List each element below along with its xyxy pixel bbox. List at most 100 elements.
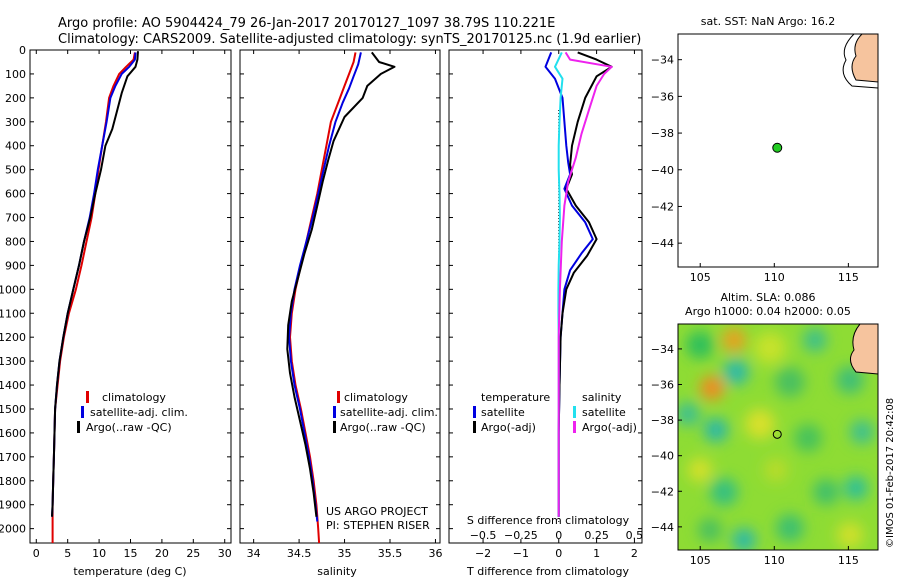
coast-contour <box>842 33 879 89</box>
temperature-xlabel: temperature (deg C) <box>73 565 186 578</box>
map-x-tick-label: 115 <box>838 271 859 284</box>
legend-swatch-s-satellite <box>573 406 576 418</box>
map-x-tick-label: 105 <box>690 554 711 567</box>
legend-swatch-satellite <box>333 406 336 418</box>
x-tick-label: −1 <box>513 547 529 560</box>
map-y-tick-label: −44 <box>651 521 674 534</box>
depth-tick-label: 1100 <box>0 307 26 320</box>
legend-swatch-climatology <box>337 391 340 403</box>
legend-swatch-s-argo <box>573 421 576 433</box>
depth-tick-label: 1000 <box>0 283 26 296</box>
legend-swatch-argo <box>77 421 80 433</box>
float-position-marker <box>772 429 782 439</box>
x-tick-label: 35 <box>338 547 352 560</box>
map-x-tick-label: 110 <box>764 554 785 567</box>
depth-tick-label: 1600 <box>0 427 26 440</box>
depth-tick-label: 800 <box>5 235 26 248</box>
legend-title-temperature: temperature <box>481 391 550 404</box>
location-map-panel: sat. SST: NaN Argo: 16.2 105 110 115 −34 −36… <box>651 15 879 284</box>
series-line-satellite-adj-clim- <box>288 52 362 522</box>
location-map-coast <box>842 33 879 89</box>
depth-tick-label: 1800 <box>0 475 26 488</box>
difference-frame <box>448 49 643 544</box>
series-line-argo-raw-qc- <box>286 51 396 517</box>
map-y-tick-label: −34 <box>651 343 674 356</box>
depth-tick-label: 1400 <box>0 379 26 392</box>
depth-tick-label: 1900 <box>0 499 26 512</box>
map-x-tick-label: 115 <box>838 554 859 567</box>
x-tick-label: 35.5 <box>378 547 403 560</box>
depth-tick-label: 200 <box>5 92 26 105</box>
difference-xlabel-top: S difference from climatology <box>467 514 630 527</box>
legend-label-satellite: satellite-adj. clim. <box>90 406 188 419</box>
x-tick-label: 0 <box>33 547 40 560</box>
legend-title-salinity: salinity <box>582 391 622 404</box>
legend-label-argo: Argo(..raw -QC) <box>86 421 172 434</box>
legend-label-climatology: climatology <box>102 391 166 404</box>
map-y-tick-label: −38 <box>651 127 674 140</box>
legend-label-satellite: satellite-adj. clim. <box>340 406 438 419</box>
depth-tick-label: 0 <box>19 44 26 57</box>
temperature-legend: climatology satellite-adj. clim. Argo(..… <box>77 391 188 434</box>
depth-tick-label: 1500 <box>0 403 26 416</box>
land-shape <box>851 33 879 83</box>
map-y-tick-label: −36 <box>651 379 674 392</box>
series-line-argo-raw-qc- <box>51 51 139 517</box>
project-annotation: US ARGO PROJECT <box>326 505 428 518</box>
depth-tick-label: 1700 <box>0 451 26 464</box>
legend-swatch-satellite <box>81 406 84 418</box>
x-tick-label: 34 <box>247 547 261 560</box>
legend-label-t-satellite: satellite <box>481 406 525 419</box>
sla-map-frame <box>677 323 879 551</box>
x-tick-label: 15 <box>124 547 138 560</box>
legend-swatch-argo <box>333 421 336 433</box>
depth-tick-label: 600 <box>5 188 26 201</box>
float-position-marker <box>772 142 783 153</box>
sla-land-shape <box>850 324 878 375</box>
pi-annotation: PI: STEPHEN RISER <box>326 519 430 532</box>
x-tick-label: −2 <box>475 547 491 560</box>
salinity-xlabel: salinity <box>317 565 357 578</box>
map-y-tick-label: −40 <box>651 164 674 177</box>
salinity-panel: 34 34.5 35 35.5 36 salinity climatology sate… <box>239 49 442 578</box>
x-tick-label: 2 <box>631 547 638 560</box>
s-tick-label: 0 <box>555 529 562 542</box>
depth-tick-label: 500 <box>5 164 26 177</box>
header-line-1: Argo profile: AO 5904424_79 26-Jan-2017 … <box>58 16 555 31</box>
difference-legend: temperature satellite Argo(-adj) salinit… <box>473 391 637 434</box>
legend-label-argo: Argo(..raw -QC) <box>340 421 426 434</box>
legend-label-climatology: climatology <box>344 391 408 404</box>
legend-label-s-argo: Argo(-adj) <box>582 421 637 434</box>
x-tick-label: 10 <box>92 547 106 560</box>
sla-eddies <box>678 328 874 550</box>
map-y-tick-label: −42 <box>651 200 674 213</box>
legend-swatch-t-satellite <box>473 406 476 418</box>
temperature-frame <box>29 49 232 544</box>
depth-tick-label: 300 <box>5 116 26 129</box>
temperature-panel: 0100200300400500600700800900100011001200… <box>0 44 232 578</box>
sla-title-line-2: Argo h1000: 0.04 h2000: 0.05 <box>685 305 851 318</box>
sla-map-panel: Altim. SLA: 0.086 Argo h1000: 0.04 h2000… <box>651 291 879 567</box>
x-tick-label: 36 <box>428 547 442 560</box>
legend-swatch-t-argo <box>473 421 476 433</box>
header-line-2: Climatology: CARS2009. Satellite-adjuste… <box>58 32 641 47</box>
x-tick-label: 30 <box>218 547 232 560</box>
map-x-tick-label: 105 <box>690 271 711 284</box>
map-y-tick-label: −40 <box>651 450 674 463</box>
s-tick-label: 0.5 <box>626 529 644 542</box>
map-y-tick-label: −42 <box>651 485 674 498</box>
location-map-title: sat. SST: NaN Argo: 16.2 <box>701 15 835 28</box>
series-line-salinity-argo-adj- <box>557 51 613 517</box>
map-y-tick-label: −44 <box>651 237 674 250</box>
legend-label-t-argo: Argo(-adj) <box>481 421 536 434</box>
sla-title-line-1: Altim. SLA: 0.086 <box>720 291 815 304</box>
s-tick-label: −0.5 <box>470 529 497 542</box>
s-tick-label: −0.25 <box>504 529 538 542</box>
imos-timestamp: ©IMOS 01-Feb-2017 20:42:08 <box>885 398 896 548</box>
map-y-tick-label: −36 <box>651 90 674 103</box>
depth-tick-label: 1300 <box>0 355 26 368</box>
x-tick-label: 5 <box>64 547 71 560</box>
x-tick-label: 34.5 <box>287 547 312 560</box>
x-tick-label: 25 <box>186 547 200 560</box>
